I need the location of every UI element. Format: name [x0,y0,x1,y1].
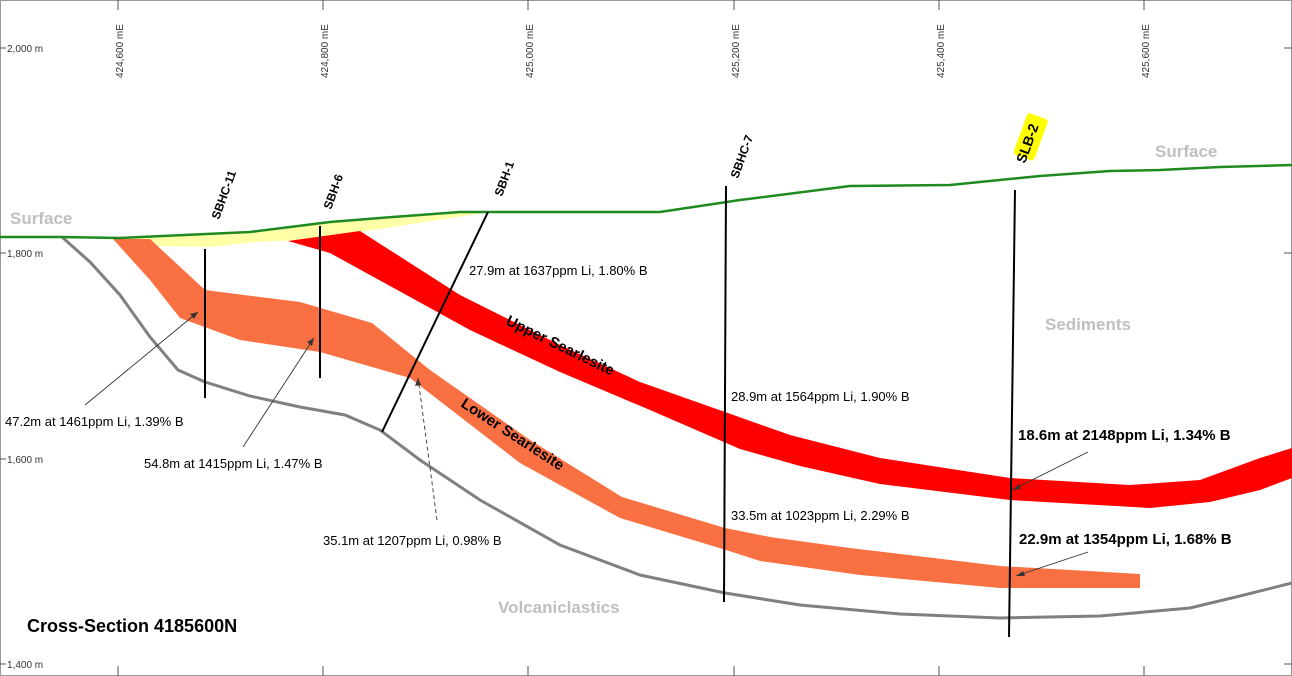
yellow-sediment-wedge [110,212,490,247]
leader-sbh1-lower [417,377,438,521]
intercept-sbhc7-upper: 28.9m at 1564ppm Li, 1.90% B [731,389,910,404]
easting-label: 425,200 mE [731,24,742,78]
leader-slb2-lower [1015,551,1089,577]
volcaniclastics-contact [61,235,1292,620]
leader-lines [84,311,1089,577]
leader-sbh6 [242,337,315,448]
intercept-sbh1-upper: 27.9m at 1637ppm Li, 1.80% B [469,263,648,278]
leader-sbhc11 [84,311,199,406]
easting-label: 424,800 mE [320,24,331,78]
elevation-label: 2,000 m [7,44,43,55]
drillhole-sbhc7-trace [723,185,727,603]
intercept-slb2-upper: 18.6m at 2148ppm Li, 1.34% B [1018,427,1231,444]
bottom-ticks [117,666,1145,676]
easting-label: 425,000 mE [525,24,536,78]
intercept-annotations: 47.2m at 1461ppm Li, 1.39% B 54.8m at 14… [5,263,1232,548]
elevation-label: 1,600 m [7,455,43,466]
unit-labels: Surface Surface Sediments Volcaniclastic… [10,142,1217,617]
drillhole-slb2-trace [1008,189,1016,638]
section-title: Cross-Section 4185600N [27,616,237,636]
volcaniclastics-label: Volcaniclastics [498,598,620,617]
lower-searlesite-body [113,239,1140,588]
slb2-highlight [1013,113,1048,161]
upper-searlesite-body [288,231,1292,508]
surface-line [0,163,1292,240]
elevation-labels: 2,000 m 1,800 m 1,600 m 1,400 m [7,44,43,671]
sediments-label: Sediments [1045,315,1131,334]
elevation-label: 1,400 m [7,660,43,671]
easting-label: 425,400 mE [936,24,947,78]
intercept-sbhc7-lower: 33.5m at 1023ppm Li, 2.29% B [731,508,910,523]
leader-slb2-upper [1011,451,1089,491]
intercept-sbh6: 54.8m at 1415ppm Li, 1.47% B [144,456,323,471]
easting-label: 425,600 mE [1141,24,1152,78]
top-ticks [117,0,1145,10]
intercept-sbh1-lower: 35.1m at 1207ppm Li, 0.98% B [323,533,502,548]
elevation-label: 1,800 m [7,249,43,260]
intercept-slb2-lower: 22.9m at 1354ppm Li, 1.68% B [1019,531,1232,548]
intercept-sbhc11: 47.2m at 1461ppm Li, 1.39% B [5,414,184,429]
surface-label-right: Surface [1155,142,1217,161]
surface-label-left: Surface [10,209,72,228]
drillhole-sbh1-trace [381,211,489,433]
drillhole-traces [204,185,1016,638]
leader-arrowheads [190,312,1025,576]
easting-label: 424,600 mE [115,24,126,78]
easting-labels: 424,600 mE 424,800 mE 425,000 mE 425,200… [115,24,1152,78]
